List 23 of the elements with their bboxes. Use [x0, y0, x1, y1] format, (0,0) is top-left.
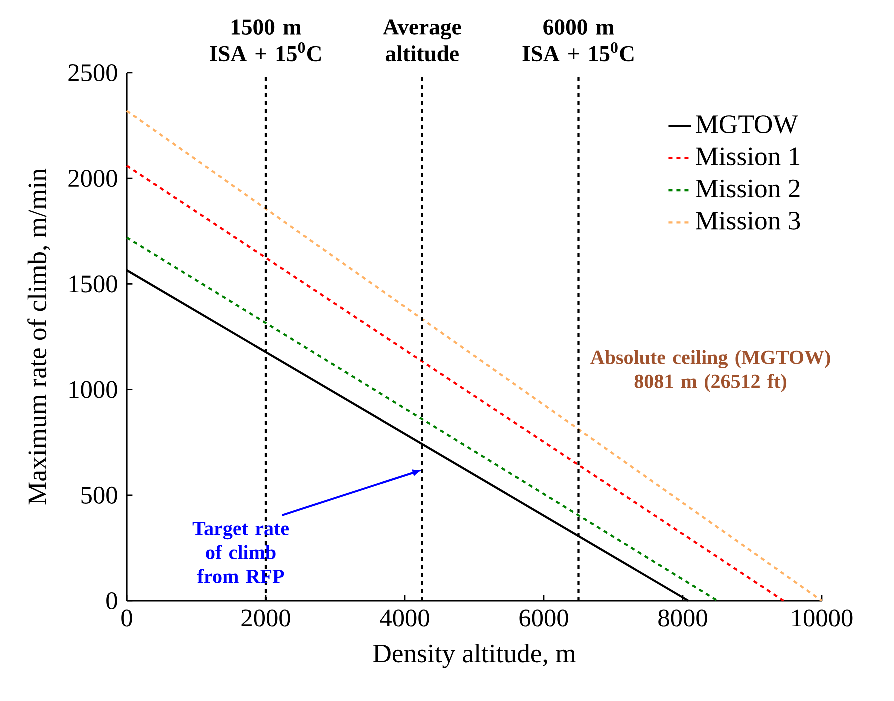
y-tick-label: 1000 — [70, 381, 118, 398]
x-tick-label: 6000 — [520, 610, 568, 627]
x-tick-label: 4000 — [380, 610, 430, 627]
x-tick-label: 2000 — [242, 610, 290, 627]
x-axis-title: Density altitude, m — [373, 644, 576, 668]
y-tick-label: 500 — [82, 486, 118, 504]
annotation: Target rate of climb from RFP — [192, 522, 290, 584]
x-tick-label: 10000 — [792, 610, 853, 627]
y-tick-label: 2500 — [68, 64, 118, 82]
annotation: Absolute ceiling (MGTOW) 8081 m (26512 ft) — [590, 350, 830, 392]
legend-label: Mission 1 — [696, 148, 800, 166]
ref-line-label: 1500 m ISA + 15$^{0}$C — [210, 20, 321, 62]
ref-line-label: 6000 m ISA + 15$^{0}$C — [522, 20, 634, 62]
legend-label: MGTOW — [696, 116, 798, 134]
y-tick-label: 1500 — [70, 276, 118, 293]
legend-label: Mission 3 — [696, 212, 800, 230]
x-tick-label: 8000 — [658, 610, 708, 627]
ref-line-label: Average altitude — [383, 20, 462, 62]
legend-label: Mission 2 — [696, 180, 800, 198]
x-tick-label: 0 — [122, 610, 132, 627]
y-tick-label: 0 — [106, 592, 118, 610]
y-tick-label: 2000 — [68, 170, 118, 188]
y-axis-title: Maximum rate of climb, m/min — [28, 168, 50, 505]
